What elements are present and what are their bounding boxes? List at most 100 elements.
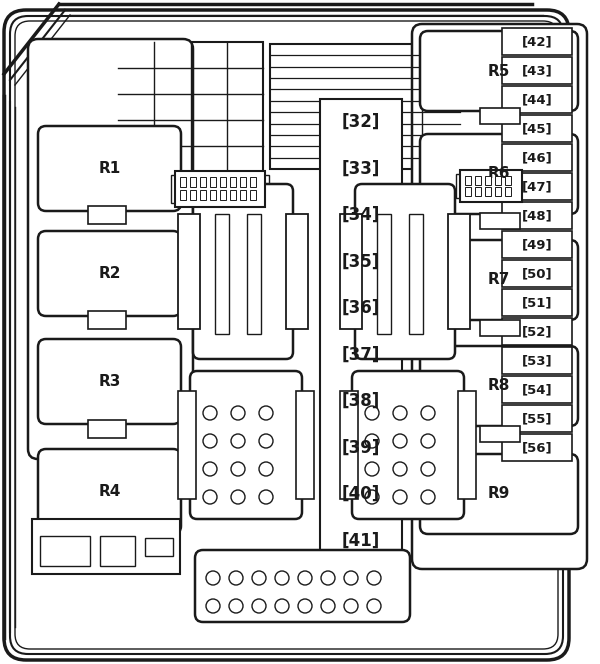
Text: [40]: [40] [342, 485, 380, 503]
Text: [55]: [55] [522, 412, 552, 425]
Text: [45]: [45] [521, 122, 553, 135]
Bar [485, 187, 491, 196]
Bar [190, 177, 196, 187]
FancyBboxPatch shape [355, 184, 455, 359]
Bar [178, 214, 200, 329]
Bar [502, 318, 572, 345]
Text: [44]: [44] [521, 93, 553, 106]
FancyBboxPatch shape [38, 126, 181, 211]
Text: R7: R7 [488, 272, 510, 288]
FancyBboxPatch shape [420, 454, 578, 534]
FancyBboxPatch shape [420, 134, 578, 214]
Bar [502, 434, 572, 461]
Bar [502, 144, 572, 171]
Bar [448, 214, 470, 329]
Bar [180, 190, 186, 200]
Text: [49]: [49] [521, 238, 553, 251]
Bar [210, 177, 216, 187]
Bar [240, 177, 246, 187]
Text: [35]: [35] [342, 253, 380, 271]
Bar [175, 171, 265, 207]
Bar [480, 320, 520, 336]
Text: [42]: [42] [521, 35, 553, 48]
Bar [210, 190, 216, 200]
Text: [47]: [47] [521, 180, 553, 193]
Text: [41]: [41] [342, 532, 380, 550]
Bar [220, 190, 226, 200]
FancyBboxPatch shape [38, 449, 181, 534]
Text: [54]: [54] [521, 383, 553, 396]
Bar [475, 176, 481, 185]
Bar [250, 190, 256, 200]
Bar [502, 202, 572, 229]
Bar [88, 206, 126, 224]
Bar [240, 190, 246, 200]
Bar [495, 176, 501, 185]
FancyBboxPatch shape [38, 339, 181, 424]
Bar [456, 174, 526, 198]
Bar [200, 190, 206, 200]
Bar [502, 28, 572, 55]
Bar [286, 214, 308, 329]
Text: R8: R8 [488, 378, 510, 394]
Text: R6: R6 [488, 167, 510, 181]
Bar [460, 170, 522, 202]
Bar [465, 176, 471, 185]
Text: [56]: [56] [521, 441, 553, 454]
Bar [502, 260, 572, 287]
Bar [505, 187, 511, 196]
Bar [485, 176, 491, 185]
Bar [475, 187, 481, 196]
Bar [40, 536, 90, 566]
Bar [480, 213, 520, 229]
Text: [51]: [51] [522, 296, 552, 309]
Bar [502, 347, 572, 374]
Text: [48]: [48] [521, 209, 553, 222]
Bar [230, 190, 236, 200]
Bar [458, 391, 476, 499]
Text: R3: R3 [98, 374, 121, 389]
FancyBboxPatch shape [4, 10, 569, 660]
Bar [502, 289, 572, 316]
FancyBboxPatch shape [193, 184, 293, 359]
Bar [190, 190, 196, 200]
Bar [118, 42, 263, 172]
FancyBboxPatch shape [412, 24, 587, 569]
Bar [215, 214, 229, 334]
FancyBboxPatch shape [420, 31, 578, 111]
Bar [200, 177, 206, 187]
Bar [480, 108, 520, 124]
Bar [88, 311, 126, 329]
Bar [502, 86, 572, 113]
Bar [495, 187, 501, 196]
FancyBboxPatch shape [15, 21, 558, 649]
Text: R1: R1 [98, 161, 121, 176]
Bar [480, 426, 520, 442]
Bar [171, 175, 269, 203]
Bar [320, 99, 402, 564]
Text: [50]: [50] [521, 267, 553, 280]
Bar [465, 187, 471, 196]
Text: [38]: [38] [342, 392, 380, 410]
Bar [180, 177, 186, 187]
Text: [37]: [37] [342, 346, 380, 364]
Text: R2: R2 [98, 266, 121, 281]
FancyBboxPatch shape [195, 550, 410, 622]
Text: [43]: [43] [521, 64, 553, 77]
Bar [409, 214, 423, 334]
Bar [145, 538, 173, 556]
Bar [340, 391, 358, 499]
Bar [178, 391, 196, 499]
Bar [250, 177, 256, 187]
Bar [100, 536, 135, 566]
Bar [502, 115, 572, 142]
Bar [502, 57, 572, 84]
Bar [32, 519, 180, 574]
Bar [502, 405, 572, 432]
Text: [33]: [33] [342, 160, 380, 178]
Text: R5: R5 [488, 64, 510, 78]
Bar [340, 214, 362, 329]
FancyBboxPatch shape [352, 371, 464, 519]
FancyBboxPatch shape [190, 371, 302, 519]
Bar [247, 214, 261, 334]
